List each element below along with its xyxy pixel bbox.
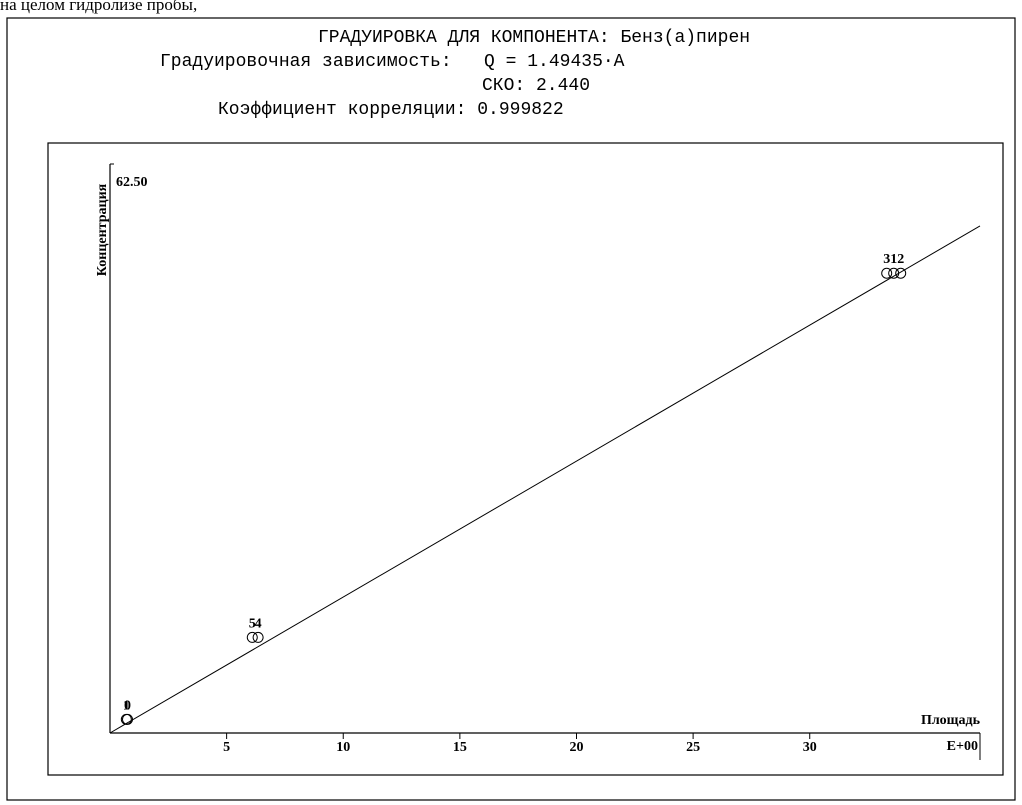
x-axis-label: Площадь (921, 713, 981, 728)
x-tick-label: 5 (223, 740, 230, 755)
x-tick-label: 10 (336, 740, 350, 755)
data-point (881, 267, 893, 279)
point-label: 0 (124, 698, 131, 713)
x-exponent: E+00 (947, 739, 978, 754)
y-axis-label: Концентрация (95, 183, 110, 276)
x-tick-label: 25 (686, 740, 700, 755)
correlation: Коэффициент корреляции: 0.999822 (218, 100, 564, 120)
y-tick-label: 62.50 (116, 175, 148, 190)
data-point (121, 713, 133, 725)
point-label: 3 (883, 252, 890, 267)
point-label: 5 (249, 616, 256, 631)
data-point (895, 267, 907, 279)
outer-frame (6, 17, 1016, 801)
x-tick-label: 20 (569, 740, 583, 755)
sko: СКО: 2.440 (482, 76, 590, 96)
data-point (888, 267, 900, 279)
chart-frame (47, 142, 1004, 776)
point-label: 4 (255, 616, 262, 631)
data-point (252, 631, 264, 643)
x-tick-label: 30 (803, 740, 817, 755)
point-label: 1 (890, 252, 897, 267)
fit-line (109, 225, 981, 734)
x-tick-label: 15 (453, 740, 467, 755)
dependence: Градуировочная зависимость: Q = 1.49435·… (160, 52, 625, 72)
data-point (246, 631, 258, 643)
calibration-title: ГРАДУИРОВКА ДЛЯ КОМПОНЕНТА: Бенз(а)пирен (318, 28, 750, 48)
point-label: 1 (123, 698, 130, 713)
page-note: на целом гидролизе пробы, (0, 0, 197, 14)
point-label: 2 (897, 252, 904, 267)
